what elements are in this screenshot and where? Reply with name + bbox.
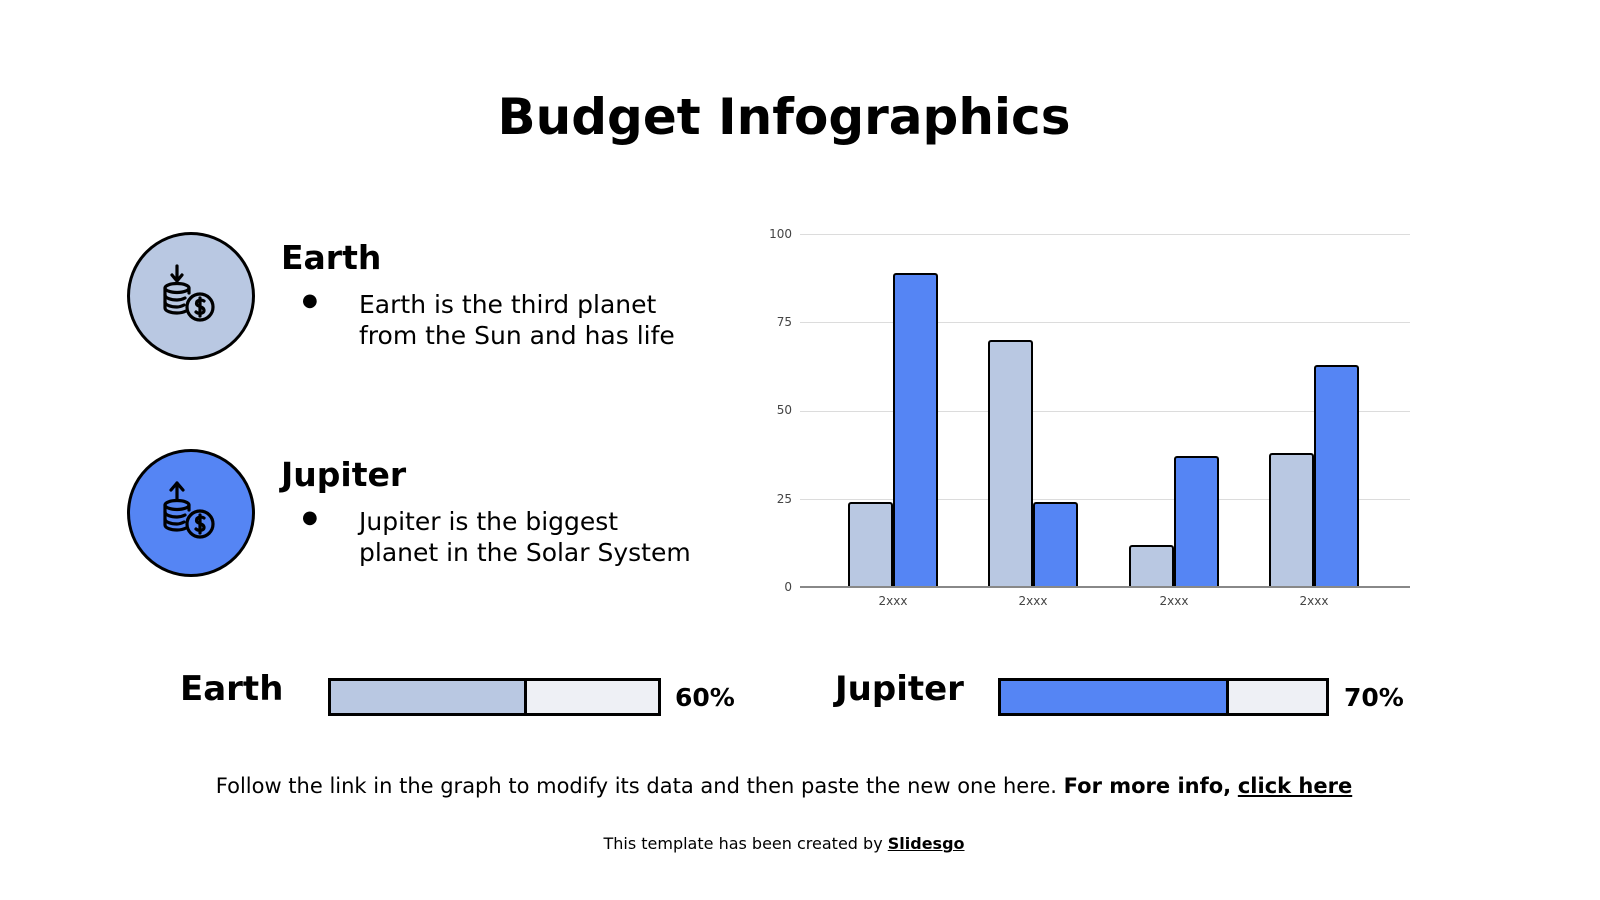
bar-jupiter[interactable] — [1033, 502, 1078, 587]
y-tick: 75 — [776, 315, 792, 329]
bullet-icon: ● — [302, 507, 318, 528]
bar-earth[interactable] — [1129, 544, 1174, 587]
footer-note: Follow the link in the graph to modify i… — [0, 774, 1568, 798]
jupiter-progress-value: 70% — [1344, 683, 1404, 712]
credit-line: This template has been created by Slides… — [0, 834, 1568, 853]
jupiter-progress-label: Jupiter — [835, 669, 964, 709]
y-tick: 50 — [776, 403, 792, 417]
slidesgo-link[interactable]: Slidesgo — [887, 834, 965, 853]
bar-earth[interactable] — [1269, 452, 1314, 587]
bar-jupiter[interactable] — [1174, 456, 1219, 587]
jupiter-description: Jupiter is the biggest planet in the Sol… — [359, 506, 739, 568]
gridline — [800, 499, 1410, 500]
earth-progress-value: 60% — [675, 683, 735, 712]
bar-jupiter[interactable] — [893, 272, 938, 587]
bar-earth[interactable] — [848, 502, 893, 587]
x-axis — [800, 586, 1410, 588]
jupiter-progress-fill — [1001, 681, 1229, 713]
earth-title: Earth — [281, 238, 382, 277]
gridline — [800, 411, 1410, 412]
credit-text: This template has been created by — [603, 834, 883, 853]
coins-deposit-icon — [163, 264, 215, 322]
jupiter-description-line1: Jupiter is the biggest — [359, 507, 619, 536]
page-title: Budget Infographics — [497, 88, 1071, 146]
bar-chart[interactable]: 100 75 50 25 0 2xxx 2xxx 2xxx 2xxx — [760, 222, 1420, 622]
jupiter-description-line2: planet in the Solar System — [359, 538, 691, 567]
footer-text: Follow the link in the graph to modify i… — [215, 774, 1057, 798]
y-tick: 25 — [776, 492, 792, 506]
earth-progress-label: Earth — [180, 669, 284, 709]
earth-icon-circle — [127, 232, 255, 360]
earth-progress-bar — [328, 678, 661, 716]
x-tick: 2xxx — [878, 594, 908, 608]
gridline — [800, 234, 1410, 235]
bar-jupiter[interactable] — [1314, 364, 1359, 587]
bar-earth[interactable] — [988, 339, 1033, 587]
earth-description-line1: Earth is the third planet — [359, 290, 657, 319]
x-tick: 2xxx — [1299, 594, 1329, 608]
jupiter-title: Jupiter — [281, 455, 407, 494]
footer-bold: For more info, — [1063, 774, 1232, 798]
click-here-link[interactable]: click here — [1237, 774, 1353, 798]
earth-progress-fill — [331, 681, 528, 713]
gridline — [800, 322, 1410, 323]
earth-description-line2: from the Sun and has life — [359, 321, 675, 350]
x-tick: 2xxx — [1159, 594, 1189, 608]
earth-description: Earth is the third planet from the Sun a… — [359, 289, 739, 351]
bullet-icon: ● — [302, 290, 318, 311]
jupiter-progress-bar — [998, 678, 1329, 716]
x-tick: 2xxx — [1018, 594, 1048, 608]
jupiter-icon-circle — [127, 449, 255, 577]
y-tick: 100 — [769, 227, 792, 241]
coins-withdraw-icon — [163, 481, 215, 539]
y-tick: 0 — [784, 580, 792, 594]
